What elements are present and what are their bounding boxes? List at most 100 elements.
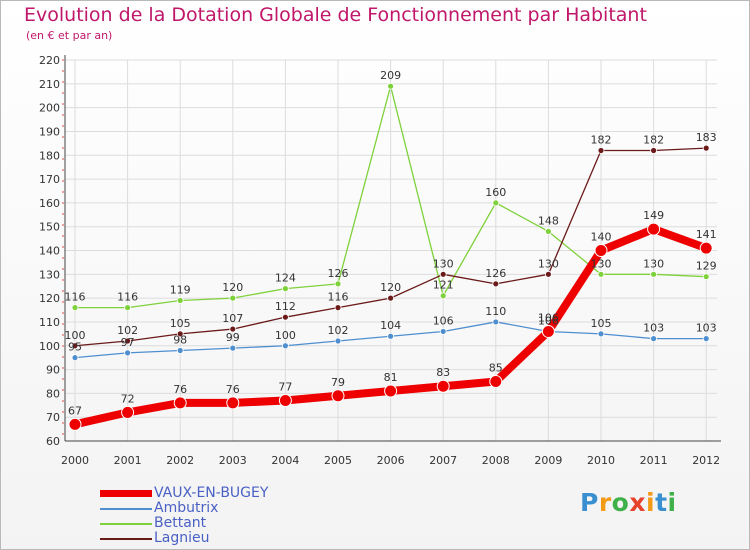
data-point: [699, 241, 713, 255]
data-point: [176, 347, 184, 354]
data-label: 121: [433, 279, 454, 292]
data-point: [439, 292, 447, 300]
data-label: 103: [696, 322, 717, 335]
data-label: 160: [485, 186, 506, 199]
data-label: 112: [275, 300, 296, 313]
logo-letter: o: [611, 488, 630, 517]
data-label: 83: [436, 366, 450, 379]
data-label: 148: [538, 214, 559, 227]
data-label: 182: [643, 133, 664, 146]
y-tick-label: 120: [39, 292, 60, 305]
data-point: [439, 328, 447, 335]
data-point: [492, 318, 500, 326]
y-tick-label: 190: [39, 125, 60, 138]
data-point: [68, 417, 82, 431]
data-point: [650, 270, 657, 278]
logo-letter: i: [667, 488, 677, 517]
data-label: 183: [696, 131, 717, 144]
data-label: 76: [226, 383, 240, 396]
data-label: 102: [117, 324, 138, 337]
data-label: 116: [65, 291, 86, 304]
data-point: [597, 270, 605, 278]
data-point: [647, 222, 661, 236]
y-tick-label: 60: [46, 435, 60, 448]
data-label: 100: [65, 329, 86, 342]
x-tick-label: 2011: [640, 454, 668, 467]
data-label: 95: [68, 341, 82, 354]
data-point: [226, 396, 240, 410]
x-tick-label: 2002: [166, 454, 194, 467]
y-tick-label: 170: [39, 173, 60, 186]
data-label: 141: [696, 228, 717, 241]
data-point: [545, 270, 552, 278]
data-point: [176, 297, 184, 304]
data-label: 130: [591, 257, 612, 270]
data-label: 130: [538, 257, 559, 270]
data-label: 76: [173, 383, 187, 396]
data-point: [387, 82, 395, 90]
data-label: 120: [222, 281, 243, 294]
data-point: [334, 337, 342, 345]
data-point: [334, 304, 342, 312]
data-label: 77: [278, 381, 292, 394]
data-point: [71, 304, 79, 312]
x-tick-label: 2007: [429, 454, 457, 467]
data-label: 126: [328, 267, 349, 280]
y-tick-label: 90: [46, 364, 60, 377]
data-point: [71, 354, 79, 362]
data-point: [124, 337, 131, 345]
y-tick-label: 160: [39, 197, 60, 210]
data-point: [384, 384, 398, 398]
legend-swatch: [100, 490, 152, 497]
legend-label: Bettant: [154, 515, 207, 531]
data-point: [489, 374, 503, 388]
y-tick-label: 130: [39, 268, 60, 281]
data-label: 104: [380, 319, 401, 332]
legend-swatch: [100, 538, 152, 540]
data-point: [436, 379, 450, 393]
data-point: [229, 294, 237, 302]
x-tick-label: 2010: [587, 454, 615, 467]
logo-letter: i: [646, 488, 656, 517]
data-point: [334, 280, 342, 288]
data-point: [278, 394, 292, 408]
data-label: 116: [328, 291, 349, 304]
data-label: 182: [591, 133, 612, 146]
data-point: [545, 228, 552, 235]
y-tick-label: 110: [39, 316, 60, 329]
data-label: 105: [170, 317, 191, 330]
data-point: [229, 325, 237, 333]
legend-swatch: [100, 508, 152, 510]
data-label: 110: [485, 305, 506, 318]
x-tick-label: 2006: [377, 454, 405, 467]
data-point: [281, 342, 289, 350]
data-labels: 95 97 98 99 100 102 104 106 110 106 105 103 103 116 11…: [65, 69, 717, 417]
data-label: 106: [538, 314, 559, 327]
x-tick-label: 2004: [271, 454, 299, 467]
legend-label: Lagnieu: [154, 530, 210, 546]
data-point: [173, 396, 187, 410]
y-tick-label: 150: [39, 221, 60, 234]
data-point: [71, 342, 79, 350]
data-label: 116: [117, 291, 138, 304]
data-label: 97: [121, 336, 135, 349]
data-point: [121, 405, 135, 419]
y-tick-label: 180: [39, 149, 60, 162]
data-label: 209: [380, 69, 401, 82]
data-point: [331, 389, 345, 403]
data-label: 79: [331, 376, 345, 389]
chart-title: Evolution de la Dotation Globale de Fonc…: [24, 4, 647, 26]
x-tick-label: 2000: [61, 454, 89, 467]
data-point: [124, 304, 131, 312]
data-point: [387, 332, 395, 340]
y-tick-label: 210: [39, 78, 60, 91]
data-point: [702, 335, 710, 343]
data-label: 130: [643, 257, 664, 270]
data-point: [702, 273, 710, 281]
data-label: 126: [485, 267, 506, 280]
logo-letter: P: [580, 488, 599, 517]
data-label: 98: [173, 334, 187, 347]
data-point: [439, 270, 447, 278]
y-tick-label: 100: [39, 340, 60, 353]
